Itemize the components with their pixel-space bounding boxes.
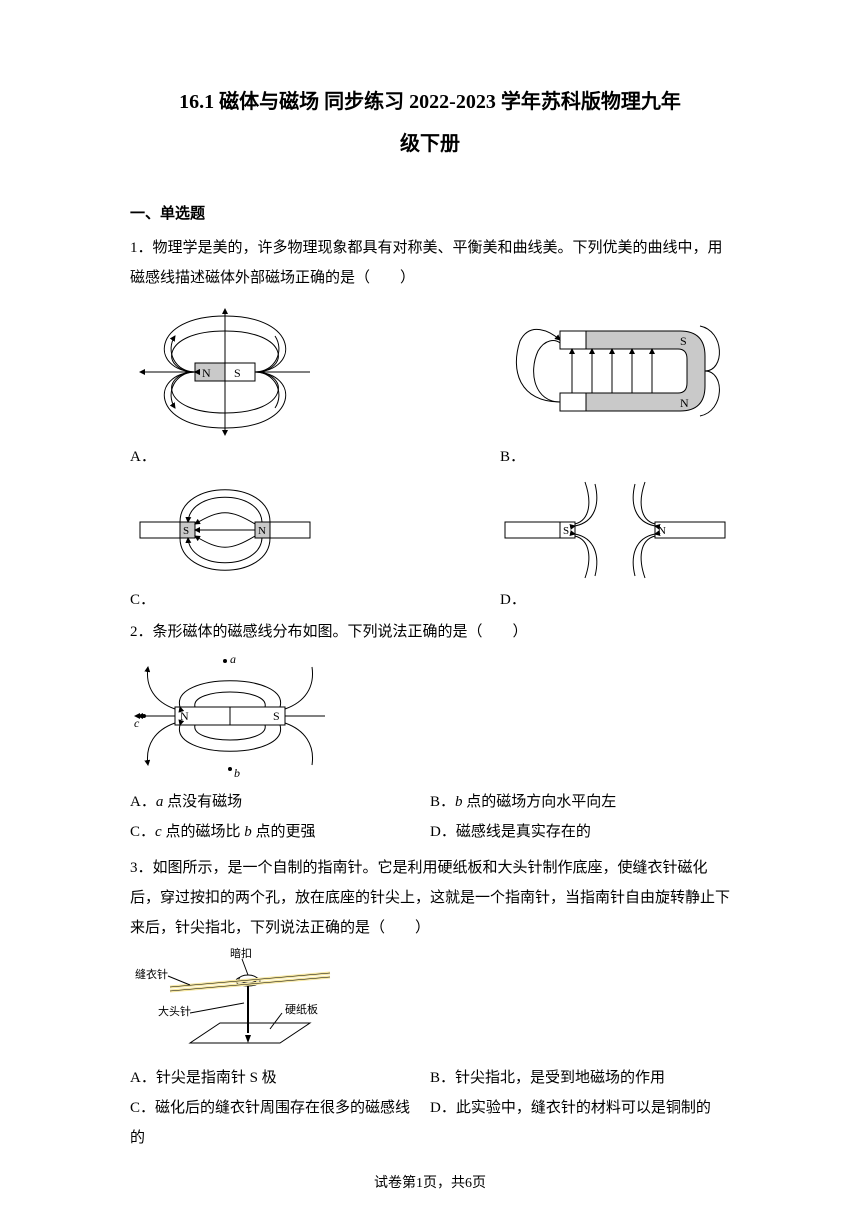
q1-optD-block: S N D． xyxy=(500,474,730,609)
q1-optA-block: N S A． xyxy=(130,301,320,466)
title-line1: 16.1 磁体与磁场 同步练习 2022-2023 学年苏科版物理九年 xyxy=(130,84,730,120)
q3-optC: C．磁化后的缝衣针周围存在很多的磁感线 xyxy=(130,1093,430,1123)
q1-stem: 1．物理学是美的，许多物理现象都具有对称美、平衡美和曲线美。下列优美的曲线中，用… xyxy=(130,233,730,293)
title-line2: 级下册 xyxy=(130,126,730,162)
svg-text:缝衣针: 缝衣针 xyxy=(135,967,168,981)
svg-text:c: c xyxy=(134,716,140,730)
q3-optD: D．此实验中，缝衣针的材料可以是铜制的 xyxy=(430,1093,730,1123)
svg-text:S: S xyxy=(183,525,189,537)
svg-text:b: b xyxy=(234,766,240,780)
q1-optB-block: S N B． xyxy=(500,301,730,466)
svg-text:S: S xyxy=(563,525,569,537)
q1-optD-label: D． xyxy=(500,588,526,609)
q2-optA: A．a 点没有磁场 xyxy=(130,794,242,810)
svg-text:N: N xyxy=(202,366,211,380)
svg-text:N: N xyxy=(680,396,689,410)
svg-text:a: a xyxy=(230,652,236,666)
q2-stem: 2．条形磁体的磁感线分布如图。下列说法正确的是（ ） xyxy=(130,617,730,647)
q1-optB-label: B． xyxy=(500,445,525,466)
q2-optD: D．磁感线是真实存在的 xyxy=(430,817,730,847)
svg-text:N: N xyxy=(658,525,666,537)
q2-figure: N S a b c xyxy=(130,647,330,787)
q1-optC-block: S N C． xyxy=(130,474,320,609)
question-1: 1．物理学是美的，许多物理现象都具有对称美、平衡美和曲线美。下列优美的曲线中，用… xyxy=(130,233,730,609)
question-3: 3．如图所示，是一个自制的指南针。它是利用硬纸板和大头针制作底座，使缝衣针磁化后… xyxy=(130,853,730,1153)
q3-optB: B．针尖指北，是受到地磁场的作用 xyxy=(430,1063,730,1093)
q2-optB: B．b 点的磁场方向水平向左 xyxy=(430,794,616,810)
q3-figure: 缝衣针 暗扣 大头针 硬纸板 xyxy=(130,943,340,1063)
svg-text:S: S xyxy=(680,334,687,348)
page-title: 16.1 磁体与磁场 同步练习 2022-2023 学年苏科版物理九年 级下册 xyxy=(130,84,730,162)
svg-text:大头针: 大头针 xyxy=(158,1004,191,1018)
svg-text:S: S xyxy=(273,709,280,723)
svg-text:硬纸板: 硬纸板 xyxy=(285,1002,318,1016)
q1-optA-label: A． xyxy=(130,445,156,466)
q1-figD: S N xyxy=(500,474,730,584)
q3-stem: 3．如图所示，是一个自制的指南针。它是利用硬纸板和大头针制作底座，使缝衣针磁化后… xyxy=(130,853,730,943)
svg-text:N: N xyxy=(258,525,266,537)
q1-optC-label: C． xyxy=(130,588,155,609)
q1-figA: N S xyxy=(130,301,320,441)
svg-text:暗扣: 暗扣 xyxy=(230,946,252,960)
q1-figB: S N xyxy=(500,301,730,441)
page-footer: 试卷第1页，共6页 xyxy=(0,1172,860,1192)
q3-optA: A．针尖是指南针 S 极 xyxy=(130,1063,430,1093)
q2-optC: C．c 点的磁场比 b 点的更强 xyxy=(130,824,315,840)
section-heading: 一、单选题 xyxy=(130,202,730,223)
question-2: 2．条形磁体的磁感线分布如图。下列说法正确的是（ ） N S a b xyxy=(130,617,730,847)
svg-text:N: N xyxy=(180,709,189,723)
svg-text:S: S xyxy=(234,366,241,380)
q1-figC: S N xyxy=(130,474,320,584)
q3-tail: 的 xyxy=(130,1123,730,1153)
